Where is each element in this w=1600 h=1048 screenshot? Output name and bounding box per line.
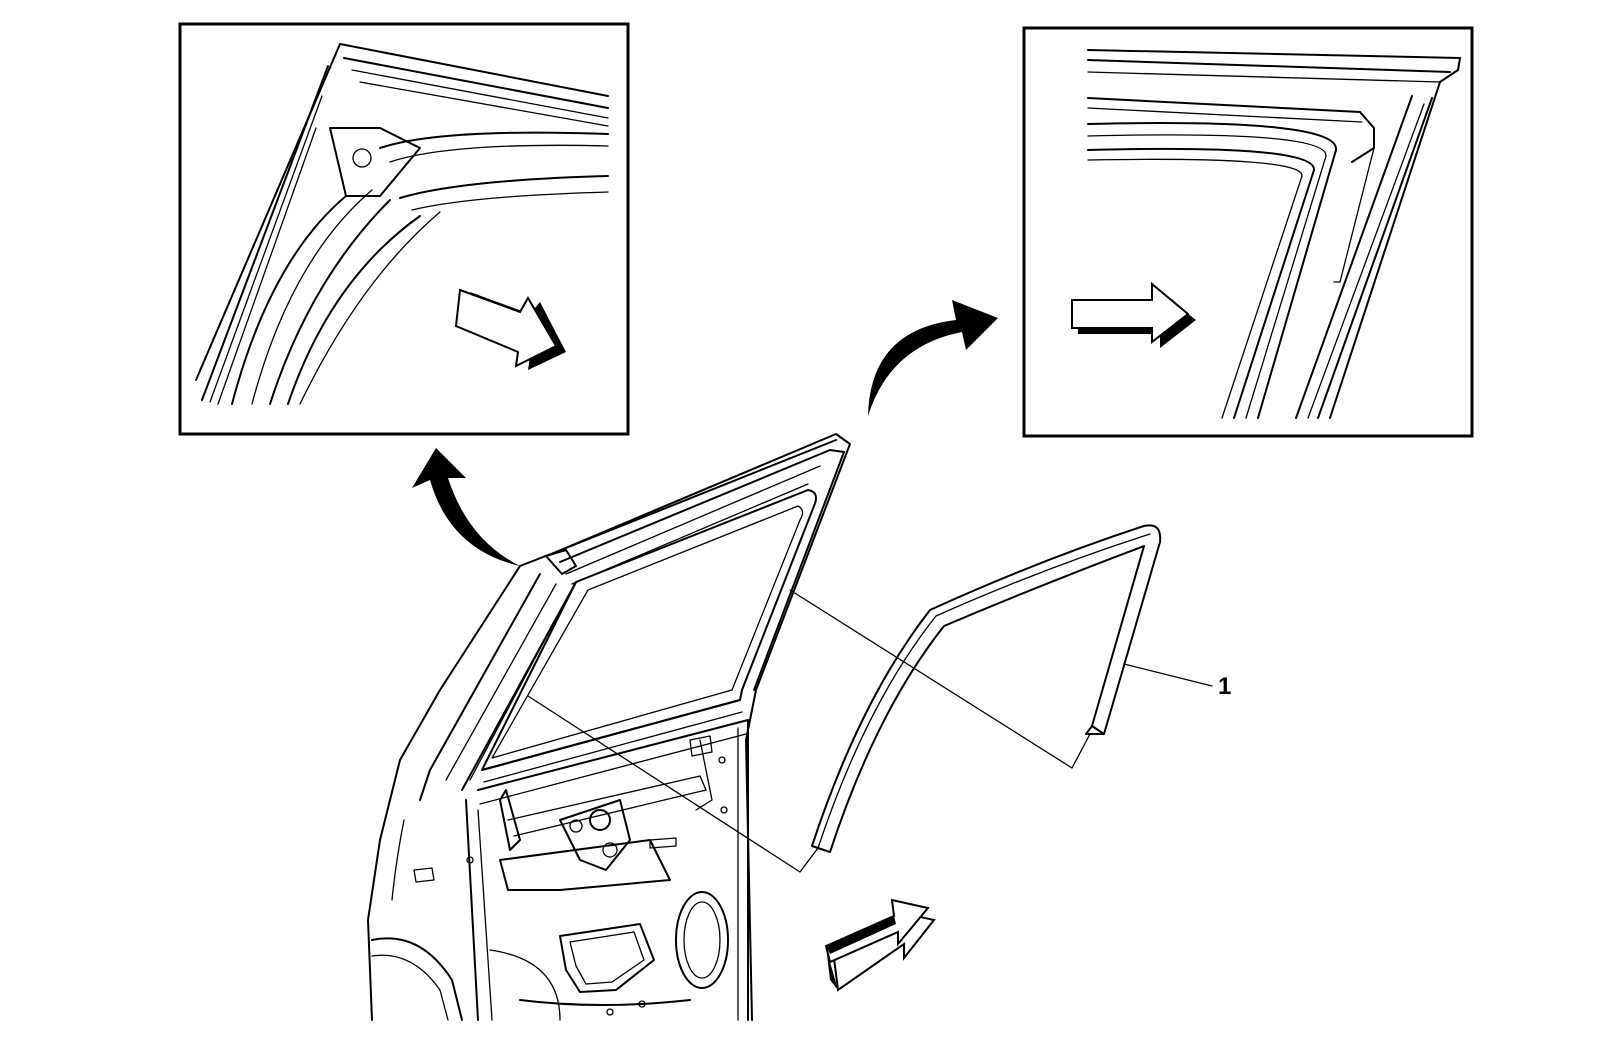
main-view-rear-door-and-weatherstrip: 1 (367, 433, 1231, 1021)
direction-arrow-left-inset (454, 288, 566, 370)
right-inset-frame (1022, 26, 1474, 438)
direction-arrow-main-view (824, 898, 936, 992)
direction-arrow-right-inset (1071, 281, 1196, 348)
pointer-arrow-to-right-inset (868, 300, 998, 416)
alignment-leader-lines (527, 589, 1091, 873)
callout-1: 1 (1123, 663, 1231, 700)
callout-1-label: 1 (1218, 673, 1231, 700)
window-weatherstrip-part (811, 524, 1162, 853)
detail-view-front-upper-corner (178, 22, 630, 436)
pointer-arrow-to-left-inset (412, 448, 520, 566)
front-upper-corner-frame-lines (195, 43, 609, 405)
rear-upper-corner-frame-lines (1087, 49, 1461, 419)
view-pointer-arrows (412, 300, 998, 566)
rear-door-assembly (367, 433, 851, 1021)
detail-view-rear-upper-corner (1022, 26, 1474, 438)
